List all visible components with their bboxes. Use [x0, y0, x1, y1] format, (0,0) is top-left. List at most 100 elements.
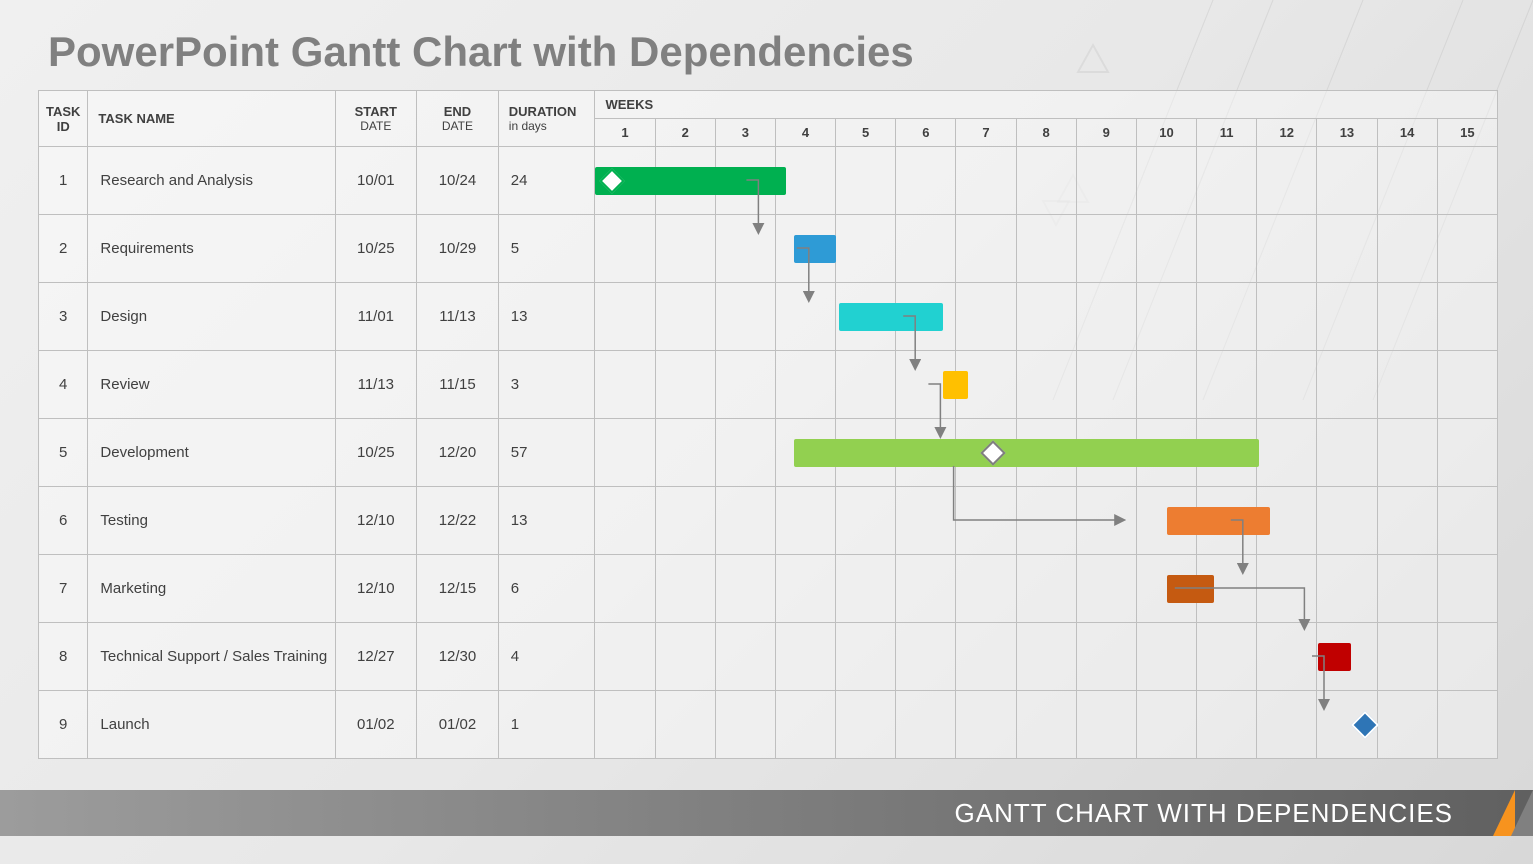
timeline-cell — [1317, 147, 1377, 215]
timeline-cell — [1197, 283, 1257, 351]
timeline-cell — [1377, 215, 1437, 283]
col-header-start: STARTDATE — [335, 91, 417, 147]
timeline-cell — [1437, 555, 1497, 623]
timeline-cell — [836, 691, 896, 759]
timeline-cell — [1197, 419, 1257, 487]
cell-task-name: Design — [88, 283, 335, 351]
timeline-cell — [956, 487, 1016, 555]
timeline-cell — [1076, 283, 1136, 351]
timeline-cell — [655, 147, 715, 215]
page-title: PowerPoint Gantt Chart with Dependencies — [0, 0, 1533, 76]
col-header-task-name: TASK NAME — [88, 91, 335, 147]
timeline-cell — [836, 419, 896, 487]
timeline-cell — [595, 691, 655, 759]
timeline-cell — [1197, 555, 1257, 623]
task-row: 6Testing12/1012/2213 — [39, 487, 1498, 555]
cell-start-date: 12/27 — [335, 623, 417, 691]
timeline-cell — [655, 351, 715, 419]
footer-accent-chevron — [1473, 790, 1533, 836]
cell-duration: 5 — [498, 215, 595, 283]
timeline-cell — [1076, 351, 1136, 419]
timeline-cell — [1377, 691, 1437, 759]
timeline-cell — [1136, 555, 1196, 623]
col-header-end: ENDDATE — [417, 91, 499, 147]
cell-start-date: 11/01 — [335, 283, 417, 351]
timeline-cell — [655, 623, 715, 691]
timeline-cell — [595, 623, 655, 691]
timeline-cell — [1437, 487, 1497, 555]
timeline-cell — [896, 351, 956, 419]
timeline-cell — [1136, 351, 1196, 419]
timeline-cell — [1197, 147, 1257, 215]
col-header-week: 7 — [956, 119, 1016, 147]
timeline-cell — [1437, 623, 1497, 691]
timeline-cell — [715, 623, 775, 691]
timeline-cell — [896, 691, 956, 759]
timeline-cell — [1016, 147, 1076, 215]
timeline-cell — [655, 419, 715, 487]
timeline-cell — [1076, 623, 1136, 691]
task-row: 2Requirements10/2510/295 — [39, 215, 1498, 283]
timeline-cell — [1437, 691, 1497, 759]
timeline-cell — [1016, 555, 1076, 623]
timeline-cell — [1016, 351, 1076, 419]
timeline-cell — [1257, 623, 1317, 691]
timeline-cell — [1016, 215, 1076, 283]
col-header-week: 9 — [1076, 119, 1136, 147]
cell-task-id: 1 — [39, 147, 88, 215]
timeline-cell — [595, 351, 655, 419]
cell-end-date: 12/20 — [417, 419, 499, 487]
timeline-cell — [1197, 691, 1257, 759]
timeline-cell — [775, 419, 835, 487]
timeline-cell — [1076, 147, 1136, 215]
timeline-cell — [1317, 215, 1377, 283]
timeline-cell — [1076, 487, 1136, 555]
timeline-cell — [1136, 487, 1196, 555]
timeline-cell — [715, 419, 775, 487]
cell-task-name: Marketing — [88, 555, 335, 623]
timeline-cell — [956, 691, 1016, 759]
timeline-cell — [1136, 623, 1196, 691]
timeline-cell — [775, 283, 835, 351]
timeline-cell — [1317, 419, 1377, 487]
timeline-cell — [1377, 351, 1437, 419]
timeline-cell — [836, 215, 896, 283]
timeline-cell — [1377, 555, 1437, 623]
timeline-cell — [1257, 487, 1317, 555]
col-header-weeks: WEEKS — [595, 91, 1498, 119]
cell-end-date: 11/15 — [417, 351, 499, 419]
timeline-cell — [1016, 283, 1076, 351]
cell-end-date: 12/30 — [417, 623, 499, 691]
timeline-cell — [1257, 419, 1317, 487]
cell-end-date: 01/02 — [417, 691, 499, 759]
timeline-cell — [896, 215, 956, 283]
timeline-cell — [836, 487, 896, 555]
timeline-cell — [655, 691, 715, 759]
timeline-cell — [1136, 419, 1196, 487]
timeline-cell — [595, 215, 655, 283]
timeline-cell — [775, 623, 835, 691]
timeline-cell — [896, 419, 956, 487]
timeline-cell — [896, 283, 956, 351]
col-header-week: 4 — [775, 119, 835, 147]
cell-start-date: 12/10 — [335, 555, 417, 623]
timeline-cell — [715, 147, 775, 215]
col-header-task-id: TASK ID — [39, 91, 88, 147]
cell-start-date: 01/02 — [335, 691, 417, 759]
timeline-cell — [1257, 147, 1317, 215]
cell-start-date: 12/10 — [335, 487, 417, 555]
cell-task-id: 8 — [39, 623, 88, 691]
timeline-cell — [956, 215, 1016, 283]
col-header-week: 6 — [896, 119, 956, 147]
cell-duration: 24 — [498, 147, 595, 215]
col-header-week: 10 — [1136, 119, 1196, 147]
col-header-week: 2 — [655, 119, 715, 147]
timeline-cell — [896, 487, 956, 555]
timeline-cell — [896, 623, 956, 691]
col-header-week: 12 — [1257, 119, 1317, 147]
timeline-cell — [1317, 555, 1377, 623]
timeline-cell — [956, 623, 1016, 691]
timeline-cell — [1016, 623, 1076, 691]
gantt-table: TASK ID TASK NAME STARTDATE ENDDATE DURA… — [38, 90, 1498, 759]
timeline-cell — [1076, 215, 1136, 283]
